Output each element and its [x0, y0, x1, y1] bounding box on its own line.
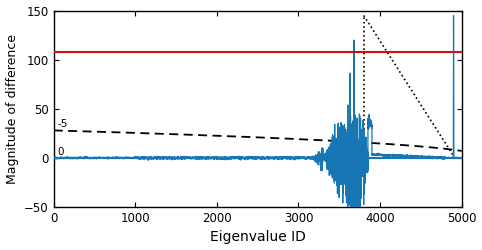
Text: -5: -5	[58, 120, 68, 130]
Y-axis label: Magnitude of difference: Magnitude of difference	[6, 34, 18, 184]
X-axis label: Eigenvalue ID: Eigenvalue ID	[210, 230, 306, 244]
Text: 0: 0	[58, 147, 64, 157]
